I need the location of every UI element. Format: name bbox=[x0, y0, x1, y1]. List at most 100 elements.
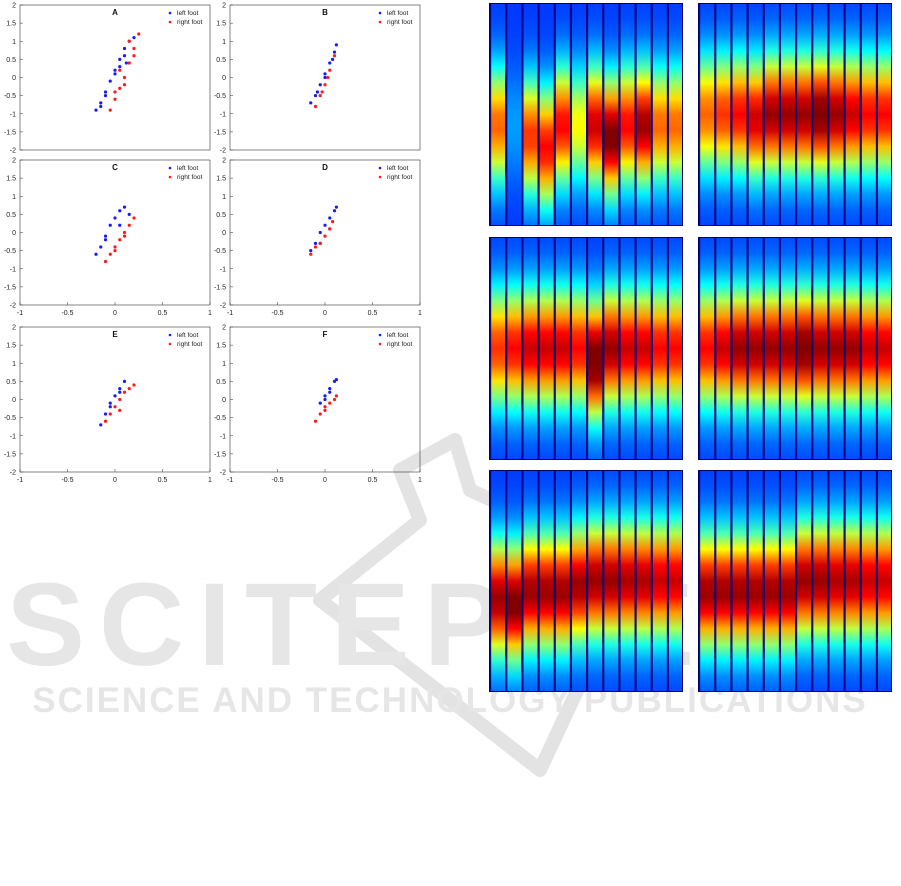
heatmap-panel-3 bbox=[489, 237, 683, 460]
legend-label: left foot bbox=[387, 332, 409, 339]
legend-marker bbox=[378, 11, 382, 15]
data-point bbox=[318, 230, 322, 235]
data-point bbox=[99, 101, 103, 105]
data-point bbox=[328, 227, 332, 231]
column-separator bbox=[634, 470, 637, 692]
x-tick-label: -0.5 bbox=[271, 310, 283, 317]
data-point bbox=[103, 94, 108, 98]
legend-marker bbox=[168, 342, 172, 346]
column-separator bbox=[489, 237, 492, 460]
legend-marker bbox=[168, 11, 172, 15]
y-tick-label: 1 bbox=[222, 39, 226, 46]
data-point bbox=[326, 75, 330, 80]
data-point bbox=[113, 245, 117, 249]
heatmap-column bbox=[827, 470, 844, 692]
x-tick-label: 0.5 bbox=[158, 310, 168, 317]
data-point bbox=[103, 259, 108, 264]
column-separator bbox=[553, 3, 556, 226]
heatmap-column bbox=[778, 3, 796, 226]
y-tick-label: -1.5 bbox=[4, 284, 16, 291]
heatmap-column bbox=[698, 470, 715, 692]
data-point bbox=[132, 46, 136, 51]
heatmap-column bbox=[795, 470, 812, 692]
data-point bbox=[132, 216, 136, 220]
data-point bbox=[328, 401, 332, 405]
plot-frame bbox=[19, 159, 211, 306]
heatmap-column bbox=[714, 237, 731, 460]
column-separator bbox=[537, 3, 540, 226]
column-separator bbox=[730, 3, 733, 226]
column-separator bbox=[843, 237, 846, 460]
data-point bbox=[137, 32, 141, 36]
x-tick-label: 0.5 bbox=[368, 310, 378, 317]
heatmap-column bbox=[746, 470, 764, 692]
heatmap-column bbox=[618, 470, 635, 692]
heatmap-column bbox=[859, 237, 877, 460]
data-point bbox=[122, 75, 127, 80]
panel-title: A bbox=[112, 8, 118, 17]
x-tick-label: 1 bbox=[208, 477, 212, 484]
column-separator bbox=[650, 237, 653, 460]
y-tick-label: -2 bbox=[220, 470, 226, 477]
column-separator bbox=[778, 470, 782, 692]
data-point bbox=[113, 97, 117, 101]
data-point bbox=[313, 419, 318, 423]
plot-frame bbox=[19, 4, 211, 151]
y-tick-label: -1 bbox=[10, 266, 16, 273]
heatmap-column bbox=[875, 470, 892, 692]
data-point bbox=[127, 387, 131, 391]
x-tick-label: 0.5 bbox=[368, 477, 378, 484]
data-point bbox=[118, 238, 122, 242]
heatmap-column bbox=[569, 237, 587, 460]
column-separator bbox=[714, 237, 717, 460]
heatmap-column bbox=[762, 3, 780, 226]
y-tick-label: -0.5 bbox=[214, 93, 226, 100]
data-point bbox=[334, 43, 338, 47]
heatmap-column bbox=[730, 470, 747, 692]
heatmap-column bbox=[778, 237, 796, 460]
data-point bbox=[323, 223, 327, 227]
data-point bbox=[108, 108, 112, 112]
data-point bbox=[323, 408, 327, 412]
heatmap-panel-5 bbox=[489, 470, 683, 692]
y-tick-label: 2 bbox=[222, 3, 226, 10]
data-point bbox=[103, 419, 108, 423]
heatmap-column bbox=[827, 3, 844, 226]
heatmap-column bbox=[730, 3, 747, 226]
data-point bbox=[309, 252, 313, 256]
y-tick-label: -2 bbox=[10, 148, 16, 155]
column-separator bbox=[714, 3, 717, 226]
column-separator bbox=[827, 3, 830, 226]
heatmap-column bbox=[569, 470, 587, 692]
data-point bbox=[108, 401, 112, 405]
column-separator bbox=[795, 237, 798, 460]
data-point bbox=[313, 241, 318, 245]
x-tick-label: 1 bbox=[418, 477, 422, 484]
legend-marker bbox=[168, 166, 172, 170]
heatmap-column bbox=[602, 237, 619, 460]
data-point bbox=[113, 216, 117, 220]
panel-title: C bbox=[112, 163, 118, 172]
y-tick-label: -0.5 bbox=[4, 248, 16, 255]
y-tick-label: -2 bbox=[10, 303, 16, 310]
y-tick-label: -1 bbox=[10, 433, 16, 440]
data-point bbox=[108, 79, 112, 83]
data-point bbox=[318, 83, 322, 87]
data-point bbox=[118, 65, 122, 69]
y-tick-label: -1.5 bbox=[214, 284, 226, 291]
data-point bbox=[315, 90, 319, 94]
legend-label: left foot bbox=[177, 332, 199, 339]
data-point bbox=[328, 216, 332, 220]
y-tick-label: 1 bbox=[222, 361, 226, 368]
x-tick-label: 0 bbox=[113, 310, 117, 317]
column-separator bbox=[505, 470, 508, 692]
heatmap-column bbox=[489, 237, 506, 460]
heatmap-column bbox=[827, 237, 844, 460]
y-tick-label: 1.5 bbox=[6, 176, 16, 183]
heatmap-column bbox=[714, 3, 731, 226]
y-tick-label: -1.5 bbox=[214, 451, 226, 458]
legend-label: right foot bbox=[177, 341, 202, 348]
heatmap-column bbox=[843, 470, 861, 692]
column-separator bbox=[698, 3, 701, 226]
legend-marker bbox=[378, 166, 382, 170]
